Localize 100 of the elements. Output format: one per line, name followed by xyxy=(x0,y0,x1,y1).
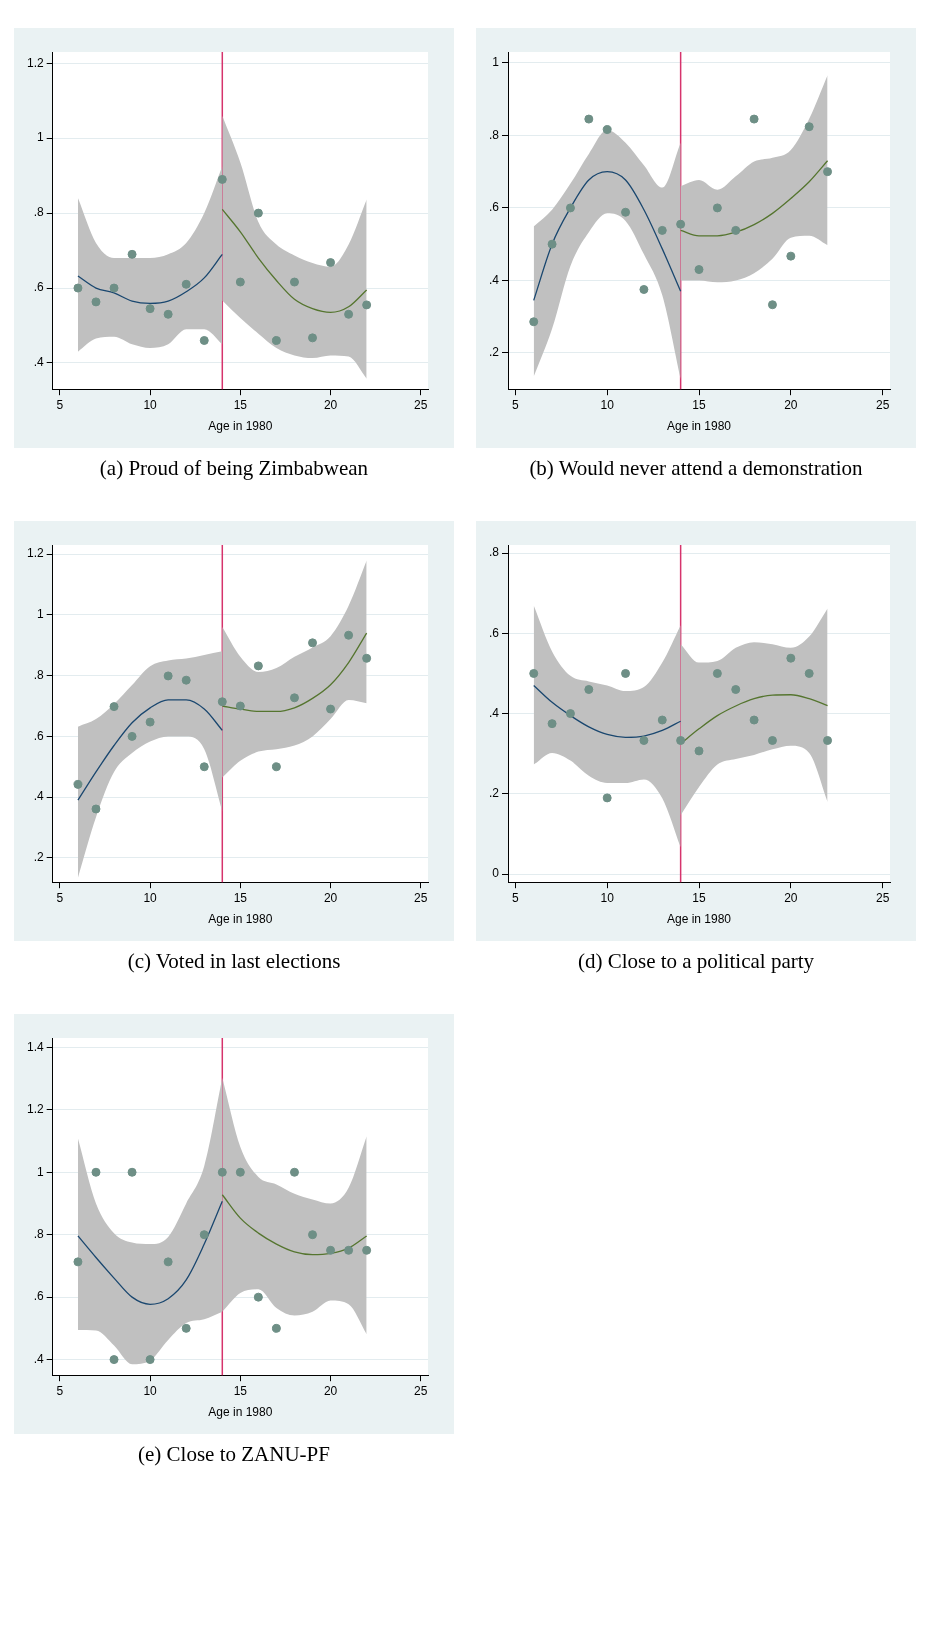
x-tick-label: 5 xyxy=(56,397,64,412)
y-tick-label: 1.2 xyxy=(26,55,44,70)
point xyxy=(529,668,539,678)
point xyxy=(235,277,245,287)
line-series xyxy=(533,171,682,302)
x-tick-label: 20 xyxy=(784,890,798,905)
point xyxy=(145,304,155,314)
point xyxy=(547,719,557,729)
point xyxy=(362,1245,372,1255)
point xyxy=(712,203,722,213)
point xyxy=(145,717,155,727)
point xyxy=(91,297,101,307)
point xyxy=(362,653,372,663)
x-tick-label: 15 xyxy=(233,890,248,905)
x-tick-label: 15 xyxy=(692,397,706,412)
y-tick-label: .2 xyxy=(33,850,44,865)
point xyxy=(565,203,575,213)
point xyxy=(344,630,354,640)
y-tick-label: .6 xyxy=(33,1289,44,1304)
point xyxy=(145,1355,155,1365)
y-tick-label: .6 xyxy=(488,625,500,640)
text: (e) Close to ZANU-PF xyxy=(137,1442,331,1467)
point xyxy=(235,701,245,711)
point xyxy=(657,225,667,235)
point xyxy=(308,333,318,343)
y-tick-label: .8 xyxy=(33,667,44,682)
point xyxy=(289,1167,299,1177)
point xyxy=(584,685,594,695)
point xyxy=(767,736,777,745)
point xyxy=(823,167,833,177)
point xyxy=(163,1257,173,1267)
point xyxy=(308,638,318,648)
x-tick-label: 25 xyxy=(414,890,428,905)
point xyxy=(362,300,372,310)
point xyxy=(235,1167,245,1177)
y-tick-label: 1 xyxy=(36,607,44,622)
x-axis-title: Age in 1980 xyxy=(208,419,273,434)
point xyxy=(253,661,263,671)
point xyxy=(529,317,539,327)
y-tick-label: 1.4 xyxy=(26,1039,44,1054)
x-tick-label: 10 xyxy=(143,890,158,905)
y-tick-label: .4 xyxy=(33,355,44,370)
x-tick-label: 25 xyxy=(414,397,428,412)
x-axis-title: Age in 1980 xyxy=(666,419,732,434)
y-tick-label: .4 xyxy=(488,272,500,287)
x-tick-label: 15 xyxy=(233,397,248,412)
point xyxy=(253,208,263,218)
point xyxy=(181,279,191,289)
point xyxy=(199,335,209,345)
y-tick-label: 1.2 xyxy=(26,1102,44,1117)
point xyxy=(181,1323,191,1333)
y-tick-label: .2 xyxy=(488,345,500,360)
x-axis-title: Age in 1980 xyxy=(208,912,273,927)
point xyxy=(712,668,722,678)
y-tick-label: .2 xyxy=(488,786,500,801)
point xyxy=(694,746,704,756)
y-tick-label: 1 xyxy=(492,55,500,70)
point xyxy=(289,693,299,703)
point xyxy=(731,685,741,695)
point xyxy=(181,675,191,685)
point xyxy=(199,1230,209,1240)
x-tick-label: 20 xyxy=(323,397,338,412)
point xyxy=(804,122,814,132)
x-axis-title: Age in 1980 xyxy=(666,912,732,927)
point xyxy=(217,174,227,184)
x-tick-label: 20 xyxy=(784,397,798,412)
point xyxy=(127,1167,137,1177)
point xyxy=(73,283,83,293)
point xyxy=(217,697,227,707)
x-tick-label: 10 xyxy=(600,890,615,905)
point xyxy=(547,239,557,249)
x-tick-label: 25 xyxy=(875,890,890,905)
point xyxy=(109,283,119,293)
point xyxy=(621,207,631,217)
point xyxy=(602,125,612,135)
point xyxy=(694,265,704,275)
point xyxy=(621,668,631,678)
x-tick-label: 15 xyxy=(692,890,706,905)
point xyxy=(344,309,354,319)
x-tick-label: 10 xyxy=(143,1383,158,1398)
x-tick-label: 15 xyxy=(233,1383,248,1398)
point xyxy=(91,804,101,814)
point xyxy=(804,668,814,678)
point xyxy=(767,300,777,310)
y-tick-label: .6 xyxy=(33,280,44,295)
point xyxy=(657,715,667,725)
y-tick-label: .8 xyxy=(488,127,500,142)
point xyxy=(326,1245,336,1255)
point xyxy=(344,1245,354,1255)
text: (a) Proud of being Zimbabwean xyxy=(98,456,370,481)
y-tick-label: 1 xyxy=(36,1164,44,1179)
point xyxy=(109,702,119,712)
x-tick-label: 20 xyxy=(323,890,338,905)
y-tick-label: .6 xyxy=(33,728,44,743)
point xyxy=(199,762,209,772)
point xyxy=(217,1167,227,1177)
point xyxy=(731,225,741,235)
point xyxy=(326,704,336,714)
point xyxy=(163,671,173,681)
point xyxy=(271,335,281,345)
